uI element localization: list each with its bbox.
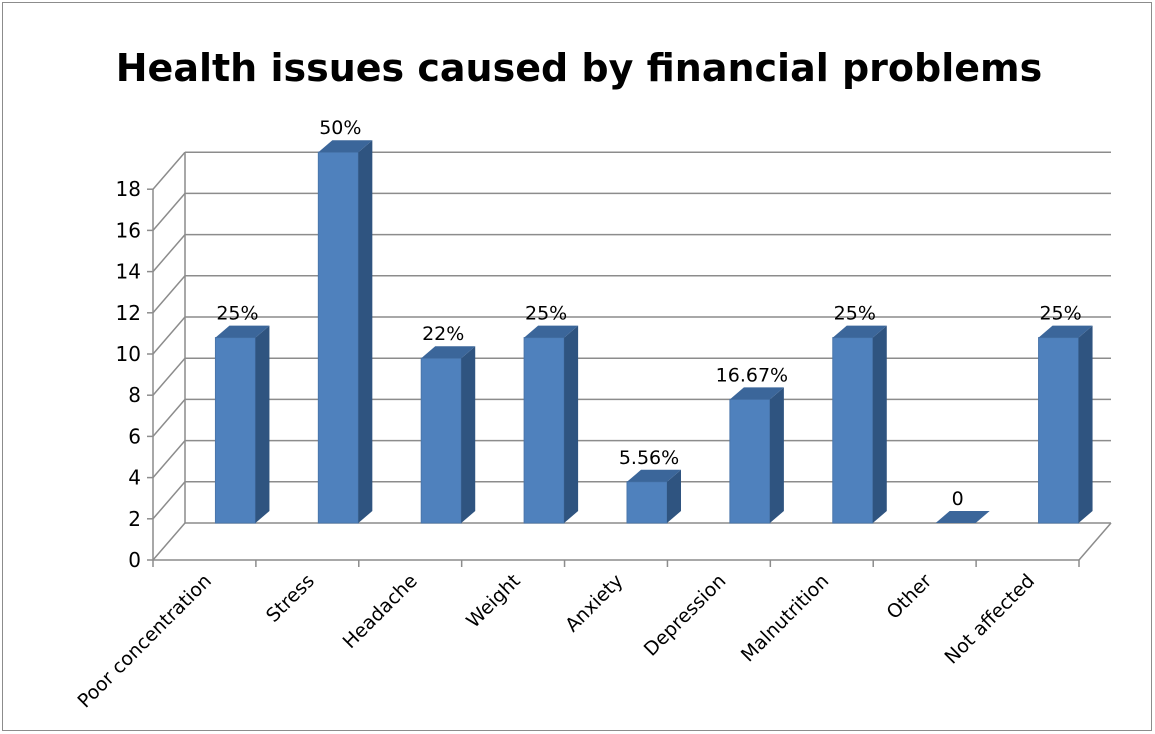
bar-front [626,481,668,524]
category-label: Malnutrition [737,570,833,666]
bar-top [421,346,476,359]
bars [214,140,1093,524]
bar-top [935,511,990,523]
bar-front [420,357,462,524]
y-tick-label: 14 [116,260,141,284]
bar-front [214,337,256,524]
y-tick-label: 16 [116,218,141,242]
bar-top [729,387,784,400]
bar-side [667,469,681,523]
gridline-side [152,192,186,231]
y-tick-label: 8 [128,383,141,407]
bar [214,325,270,524]
floor-right-edge [1078,522,1112,561]
category-label: Not affected [941,570,1040,669]
gridline-side [152,357,186,396]
bar-side [769,387,784,523]
bar-top [215,325,270,338]
y-tick-label: 18 [116,177,141,201]
category-label: Other [882,570,936,624]
data-labels: 25% 50% 22% 25% 5.56% 16.67% 25% 0 25% [216,117,1081,510]
gridline-side [152,275,186,314]
data-label: 25% [216,303,258,325]
bar [420,346,476,524]
bar [935,511,990,523]
bar-top [1038,325,1093,338]
bar-side [255,325,270,523]
bar-top [627,469,681,482]
y-tick-label: 2 [128,507,141,531]
bar [317,140,373,524]
category-label: Headache [339,570,422,653]
gridline-side [152,234,186,273]
y-tick-labels: 0 2 4 6 8 10 12 14 16 18 [116,177,141,572]
gridline-side [152,440,186,479]
category-label: Weight [462,570,524,632]
bar [626,469,681,524]
bar-top [524,325,579,338]
bar [523,325,579,524]
bar [1038,325,1093,524]
bar-front [729,398,771,524]
category-labels: Poor concentration Stress Headache Weight An… [74,570,1040,713]
y-tick-label: 6 [128,424,141,448]
gridline-side [152,481,186,520]
gridline-side [152,151,186,190]
bar [832,325,887,524]
gridline-side [152,316,186,355]
data-label: 25% [1039,303,1081,325]
data-label: 5.56% [619,447,679,469]
y-tick-label: 4 [128,466,141,490]
category-label: Poor concentration [74,570,216,712]
category-label: Depression [640,570,731,661]
data-label: 25% [525,303,567,325]
bar-front [317,151,359,524]
data-label: 16.67% [716,364,788,386]
chart-title: Health issues caused by financial proble… [116,46,1043,90]
bar-side [564,325,579,523]
bar-top [832,325,887,338]
category-label: Anxiety [561,570,627,636]
bar-top [318,140,373,153]
y-tick-label: 12 [116,301,141,325]
bar-front [523,337,565,524]
data-label: 22% [422,323,464,345]
data-label: 0 [952,488,964,510]
data-label: 50% [319,117,361,139]
bar [729,387,784,524]
bar-side [461,346,476,523]
bar-side [1078,325,1093,523]
gridline-side [152,522,186,561]
data-label: 25% [834,303,876,325]
y-tick-label: 10 [116,342,141,366]
chart-svg: Health issues caused by financial proble… [74,46,1112,713]
bar-side [872,325,887,523]
y-tick-label: 0 [128,548,141,572]
bar-front [832,337,874,524]
gridline-side [152,398,186,437]
bar-front [1038,337,1080,524]
bar-side [358,140,373,523]
category-label: Stress [262,570,319,627]
